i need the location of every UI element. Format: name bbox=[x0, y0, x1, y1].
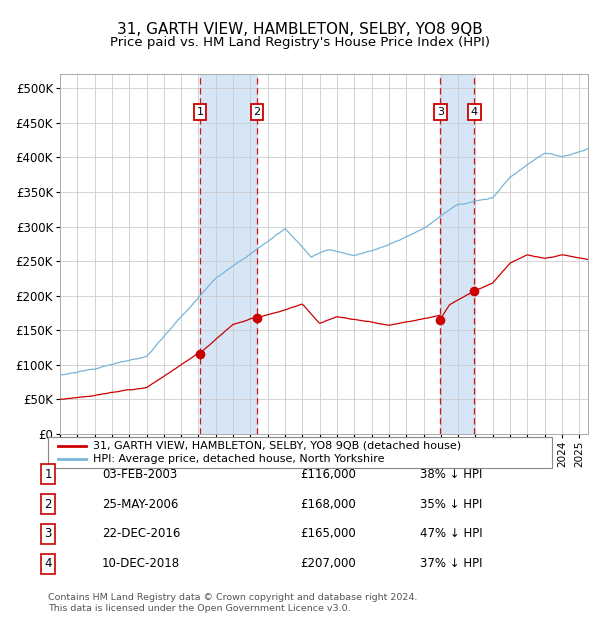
Bar bbox=[440, 74, 475, 434]
Text: £207,000: £207,000 bbox=[300, 557, 356, 570]
Text: 47% ↓ HPI: 47% ↓ HPI bbox=[420, 528, 482, 540]
Text: Contains HM Land Registry data © Crown copyright and database right 2024.
This d: Contains HM Land Registry data © Crown c… bbox=[48, 593, 418, 613]
Text: 3: 3 bbox=[437, 107, 444, 117]
Text: 31, GARTH VIEW, HAMBLETON, SELBY, YO8 9QB: 31, GARTH VIEW, HAMBLETON, SELBY, YO8 9Q… bbox=[117, 22, 483, 37]
Text: £168,000: £168,000 bbox=[300, 498, 356, 510]
Text: 10-DEC-2018: 10-DEC-2018 bbox=[102, 557, 180, 570]
Text: 38% ↓ HPI: 38% ↓ HPI bbox=[420, 468, 482, 481]
Text: Price paid vs. HM Land Registry's House Price Index (HPI): Price paid vs. HM Land Registry's House … bbox=[110, 36, 490, 49]
Text: 31, GARTH VIEW, HAMBLETON, SELBY, YO8 9QB (detached house): 31, GARTH VIEW, HAMBLETON, SELBY, YO8 9Q… bbox=[94, 441, 461, 451]
Text: £116,000: £116,000 bbox=[300, 468, 356, 481]
Text: £165,000: £165,000 bbox=[300, 528, 356, 540]
Text: 35% ↓ HPI: 35% ↓ HPI bbox=[420, 498, 482, 510]
Text: HPI: Average price, detached house, North Yorkshire: HPI: Average price, detached house, Nort… bbox=[94, 454, 385, 464]
Text: 4: 4 bbox=[44, 557, 52, 570]
Text: 03-FEB-2003: 03-FEB-2003 bbox=[102, 468, 177, 481]
Text: 1: 1 bbox=[44, 468, 52, 481]
Text: 2: 2 bbox=[253, 107, 260, 117]
Text: 3: 3 bbox=[44, 528, 52, 540]
Text: 25-MAY-2006: 25-MAY-2006 bbox=[102, 498, 178, 510]
Text: 1: 1 bbox=[196, 107, 203, 117]
Bar bbox=[200, 74, 257, 434]
Text: 4: 4 bbox=[471, 107, 478, 117]
Text: 22-DEC-2016: 22-DEC-2016 bbox=[102, 528, 181, 540]
Text: 37% ↓ HPI: 37% ↓ HPI bbox=[420, 557, 482, 570]
FancyBboxPatch shape bbox=[48, 437, 552, 468]
Text: 2: 2 bbox=[44, 498, 52, 510]
